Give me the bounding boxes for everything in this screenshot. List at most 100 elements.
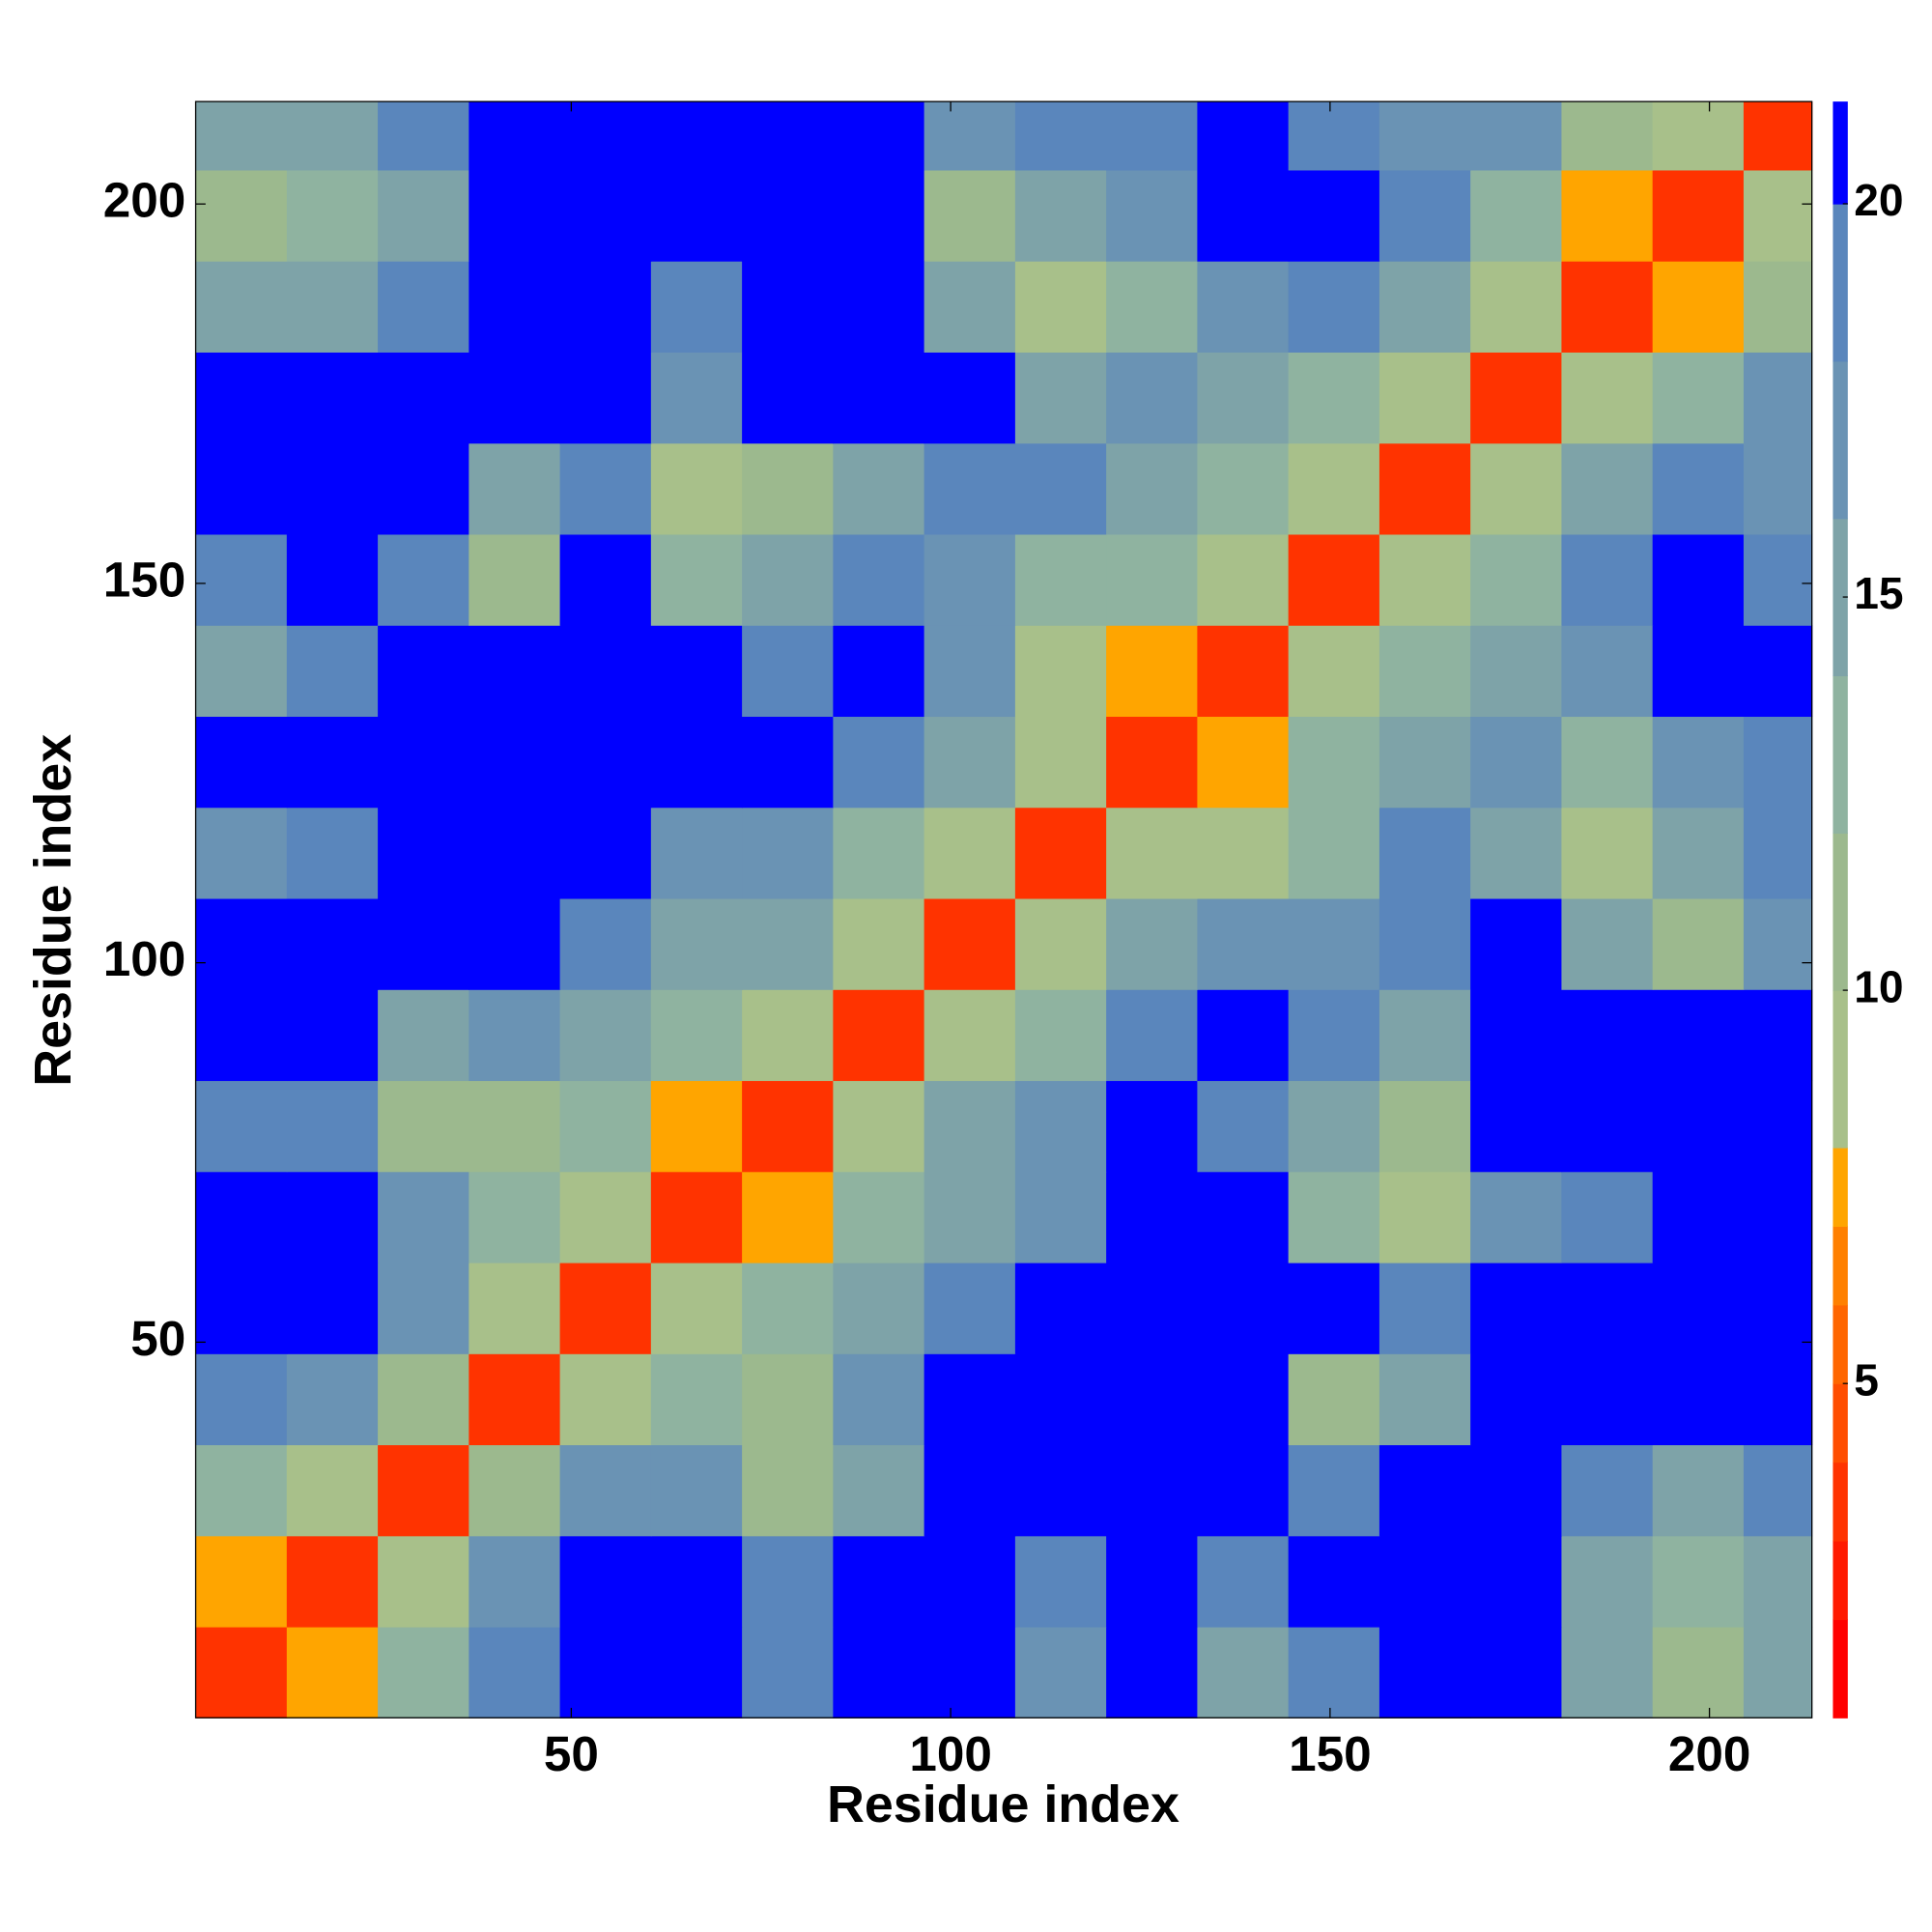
heatmap-cell [286, 169, 379, 262]
colorbar-segment [1833, 101, 1848, 205]
heatmap-cell [469, 533, 561, 626]
heatmap-cell [1652, 625, 1745, 718]
heatmap-cell [559, 807, 652, 899]
heatmap-cell [650, 1444, 743, 1537]
heatmap-cell [1378, 807, 1471, 899]
heatmap-cell [469, 897, 561, 990]
colorbar-segment [1833, 833, 1848, 991]
heatmap-cell [286, 1626, 379, 1719]
heatmap-cell [195, 625, 288, 718]
heatmap-cell [378, 169, 469, 262]
heatmap-cell [650, 261, 743, 353]
heatmap-cells [195, 101, 1813, 1719]
heatmap-cell [1378, 1262, 1471, 1354]
heatmap-cell [1378, 169, 1471, 262]
heatmap-cell [742, 169, 835, 262]
heatmap-cell [1014, 1262, 1107, 1354]
heatmap-cell [1743, 989, 1813, 1082]
heatmap-cell [1743, 1353, 1813, 1446]
heatmap-cell [650, 989, 743, 1082]
heatmap-cell [559, 989, 652, 1082]
heatmap-cell [469, 261, 561, 353]
heatmap-cell [1743, 352, 1813, 444]
heatmap-cell [923, 101, 1016, 171]
heatmap-cell [378, 897, 469, 990]
heatmap-cell [1288, 1353, 1380, 1446]
heatmap-cell [1378, 1353, 1471, 1446]
heatmap-cell [1652, 1626, 1745, 1719]
heatmap-cell [650, 1080, 743, 1173]
heatmap-cell [1197, 807, 1290, 899]
heatmap-cell [1378, 352, 1471, 444]
heatmap-cell [1561, 989, 1654, 1082]
heatmap-cell [469, 989, 561, 1082]
heatmap-cell [1470, 625, 1563, 718]
heatmap-cell [1743, 169, 1813, 262]
heatmap-cell [1378, 897, 1471, 990]
heatmap-cell [378, 352, 469, 444]
heatmap-cell [1652, 1171, 1745, 1264]
heatmap-cell [1014, 101, 1107, 171]
heatmap-cell [1106, 1262, 1199, 1354]
heatmap-cell [1288, 169, 1380, 262]
heatmap-cell [1652, 1535, 1745, 1628]
colorbar-tick-label: 5 [1854, 1354, 1879, 1405]
heatmap-cell [1652, 716, 1745, 809]
heatmap-cell [833, 1171, 925, 1264]
heatmap-cell [742, 442, 835, 535]
heatmap-cell [1106, 533, 1199, 626]
x-tick-label: 50 [544, 1726, 599, 1781]
heatmap-cell [1561, 352, 1654, 444]
heatmap-cell [559, 352, 652, 444]
heatmap-cell [742, 1626, 835, 1719]
heatmap-cell [559, 716, 652, 809]
heatmap-cell [742, 533, 835, 626]
heatmap-cell [833, 1626, 925, 1719]
heatmap-cell [1106, 442, 1199, 535]
heatmap-cell [650, 716, 743, 809]
heatmap-cell [1561, 261, 1654, 353]
heatmap-cell [1652, 1262, 1745, 1354]
heatmap-cell [650, 352, 743, 444]
heatmap-cell [742, 1535, 835, 1628]
heatmap-cell [1561, 1262, 1654, 1354]
heatmap-cell [469, 716, 561, 809]
heatmap-cell [1470, 1080, 1563, 1173]
heatmap-cell [1014, 1535, 1107, 1628]
x-tick-label: 200 [1668, 1726, 1751, 1781]
heatmap-cell [378, 1262, 469, 1354]
heatmap-cell [286, 1444, 379, 1537]
heatmap-cell [1652, 1444, 1745, 1537]
heatmap-cell [195, 169, 288, 262]
heatmap-cell [1470, 101, 1563, 171]
heatmap-cell [1106, 1626, 1199, 1719]
heatmap-cell [195, 989, 288, 1082]
heatmap-cell [1197, 442, 1290, 535]
heatmap-cell [742, 807, 835, 899]
heatmap-cell [1014, 533, 1107, 626]
heatmap-cell [1378, 1080, 1471, 1173]
heatmap-cell [1288, 1262, 1380, 1354]
colorbar-segment [1833, 518, 1848, 677]
heatmap-cell [1197, 169, 1290, 262]
heatmap-cell [1561, 169, 1654, 262]
heatmap-cell [1470, 1626, 1563, 1719]
heatmap-cell [469, 352, 561, 444]
heatmap-cell [378, 807, 469, 899]
heatmap-cell [833, 1262, 925, 1354]
colorbar-segment [1833, 1226, 1848, 1306]
heatmap-cell [833, 897, 925, 990]
heatmap-cell [1561, 1444, 1654, 1537]
heatmap-cell [833, 101, 925, 171]
heatmap-cell [195, 1535, 288, 1628]
heatmap-cell [1014, 1626, 1107, 1719]
heatmap-cell [286, 101, 379, 171]
heatmap-cell [1378, 1171, 1471, 1264]
heatmap-cell [1014, 989, 1107, 1082]
heatmap-cell [1288, 261, 1380, 353]
heatmap-cell [923, 352, 1016, 444]
x-tick-label: 150 [1289, 1726, 1372, 1781]
heatmap-cell [469, 1535, 561, 1628]
heatmap-cell [650, 1626, 743, 1719]
